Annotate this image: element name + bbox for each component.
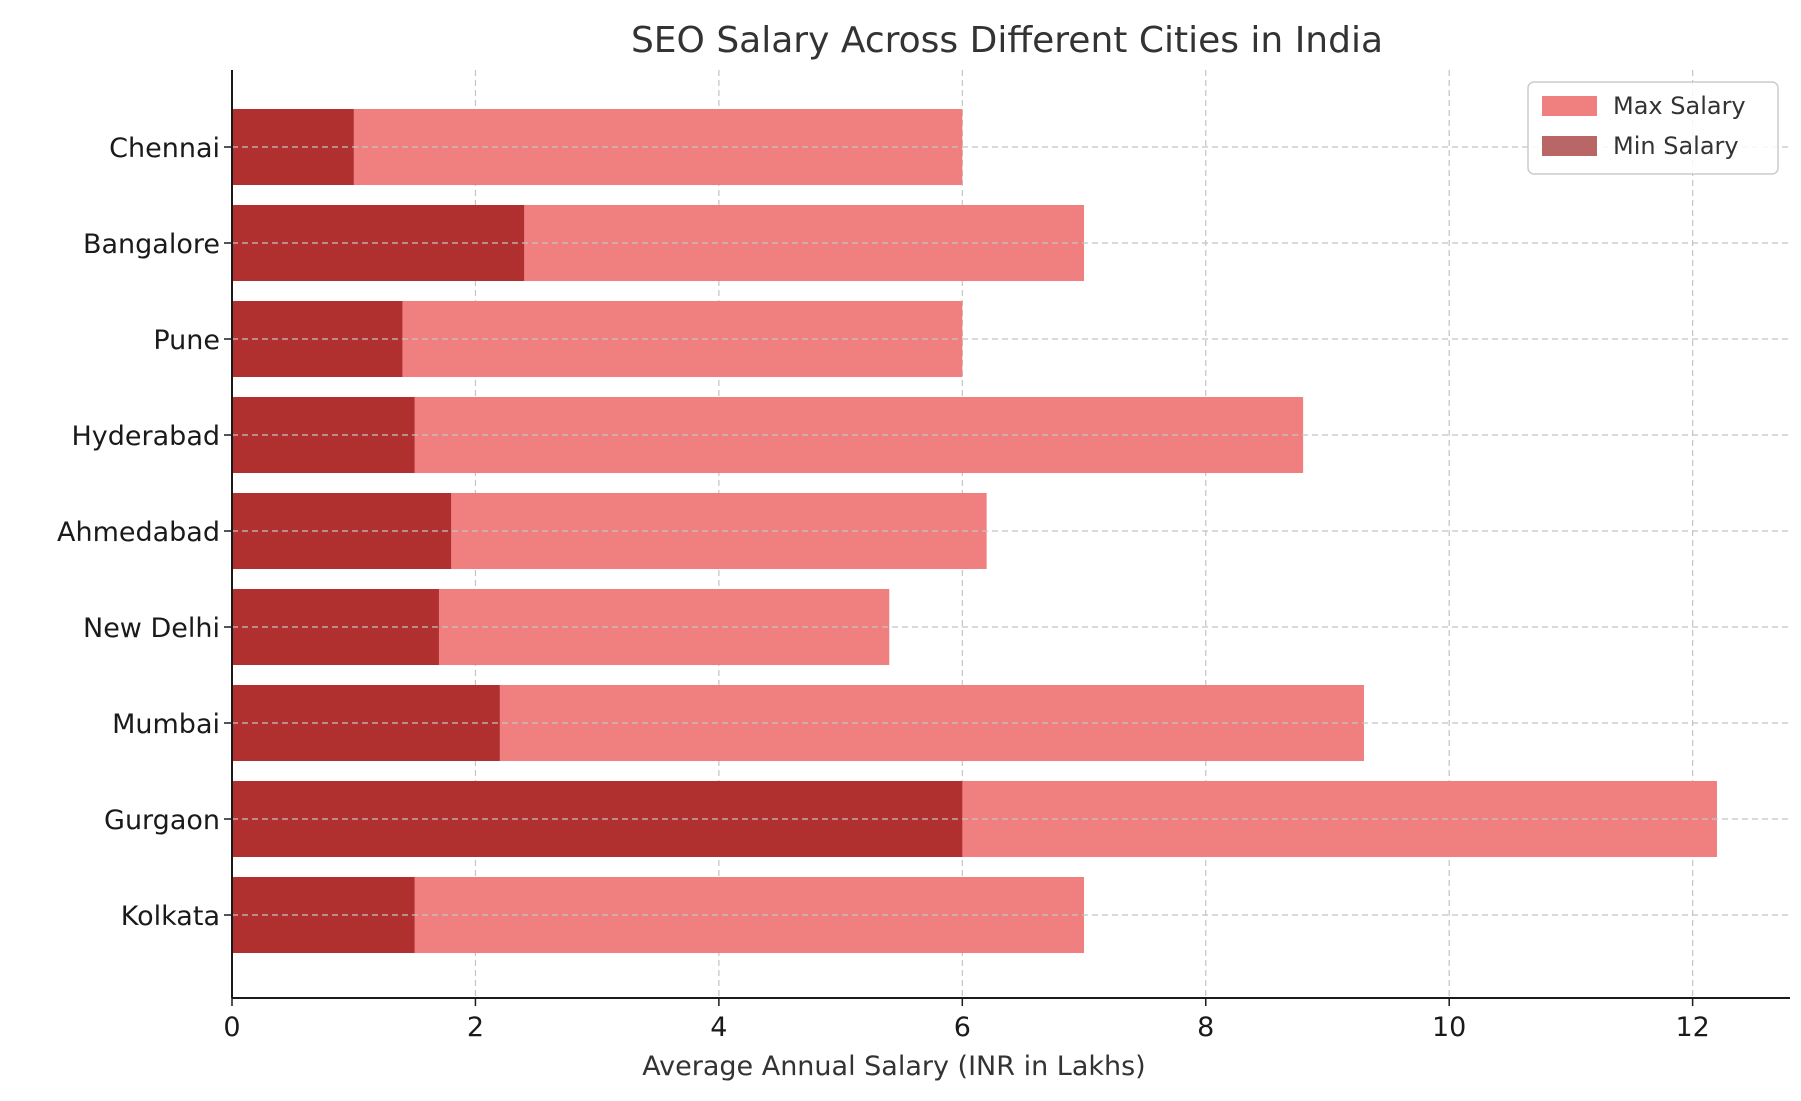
x-tick-label: 12 [1675, 1012, 1709, 1043]
legend-swatch-min [1542, 136, 1597, 156]
y-tick-label-new-delhi: New Delhi [83, 613, 220, 644]
x-tick-label: 6 [954, 1012, 971, 1043]
legend-swatch-max [1542, 96, 1597, 116]
x-axis-label: Average Annual Salary (INR in Lakhs) [642, 1051, 1145, 1082]
x-tick-label: 2 [467, 1012, 484, 1043]
legend-label-max: Max Salary [1613, 92, 1746, 120]
y-tick-label-mumbai: Mumbai [112, 709, 220, 740]
axes [224, 70, 1790, 1006]
y-tick-label-pune: Pune [153, 325, 220, 356]
y-tick-label-kolkata: Kolkata [121, 901, 220, 932]
x-tick-label: 0 [223, 1012, 240, 1043]
chart-title: SEO Salary Across Different Cities in In… [631, 20, 1383, 61]
y-tick-label-hyderabad: Hyderabad [72, 421, 221, 452]
y-tick-label-chennai: Chennai [109, 133, 220, 164]
legend: Max Salary Min Salary [1527, 81, 1779, 175]
y-tick-label-ahmedabad: Ahmedabad [57, 517, 220, 548]
x-tick-label: 8 [1197, 1012, 1214, 1043]
x-tick-label: 4 [710, 1012, 727, 1043]
legend-label-min: Min Salary [1613, 132, 1739, 160]
y-tick-label-gurgaon: Gurgaon [104, 805, 220, 836]
bars [232, 109, 1790, 953]
tick-labels: 0 2 4 6 8 10 12 Kolkata Gurgaon Mumbai New Delhi Ah… [57, 133, 1710, 1043]
y-tick-label-bangalore: Bangalore [83, 229, 220, 260]
x-tick-label: 10 [1432, 1012, 1466, 1043]
